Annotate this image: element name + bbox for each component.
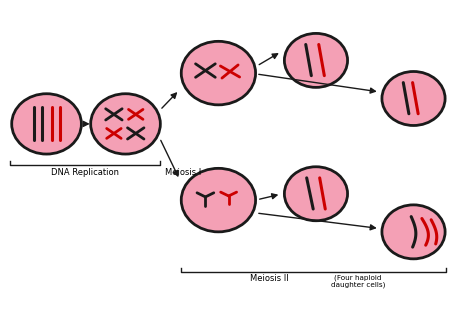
Ellipse shape — [284, 33, 347, 87]
Text: DNA Replication: DNA Replication — [51, 168, 119, 177]
Ellipse shape — [181, 168, 255, 232]
Ellipse shape — [181, 41, 255, 105]
Ellipse shape — [91, 94, 160, 154]
Text: Meiosis I: Meiosis I — [165, 168, 201, 177]
Ellipse shape — [382, 72, 445, 125]
Ellipse shape — [382, 205, 445, 259]
Text: Meiosis II: Meiosis II — [250, 274, 289, 283]
Ellipse shape — [284, 167, 347, 221]
Ellipse shape — [12, 94, 82, 154]
Text: (Four haploid
daughter cells): (Four haploid daughter cells) — [330, 274, 385, 288]
